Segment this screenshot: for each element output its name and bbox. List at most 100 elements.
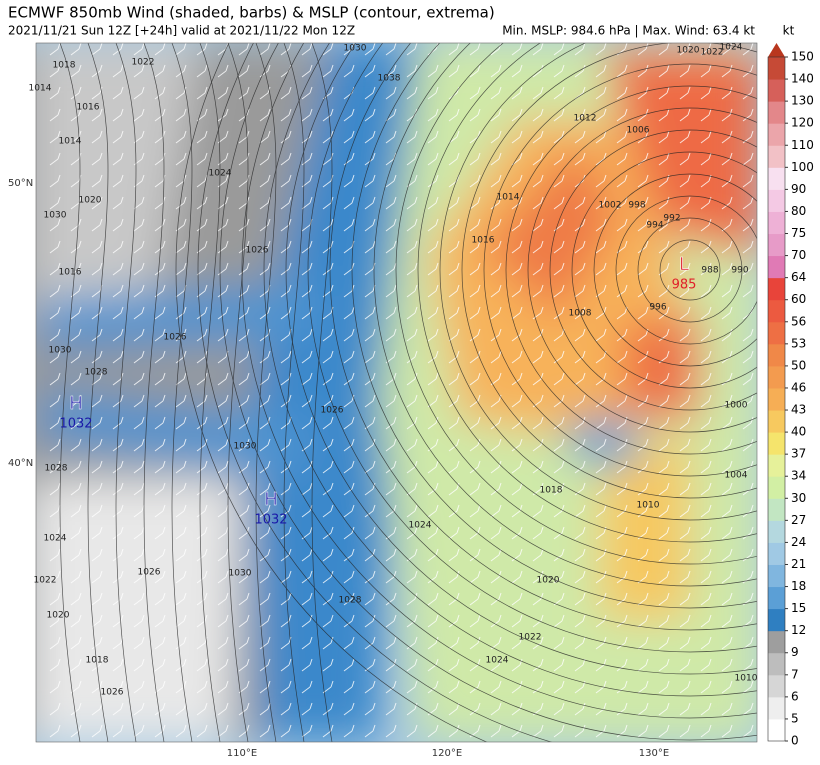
wind-barb (490, 130, 502, 144)
wind-barb (406, 438, 418, 452)
wind-barb (553, 262, 565, 276)
contour-label: 1024 (486, 656, 509, 666)
wind-barb (385, 394, 397, 408)
wind-barb (490, 108, 502, 122)
wind-barb (700, 416, 712, 430)
wind-barb (133, 372, 145, 386)
wind-barb (217, 438, 229, 452)
wind-barb (679, 174, 691, 188)
wind-barb (616, 130, 628, 144)
colorbar-segment (768, 410, 785, 433)
wind-barb (616, 152, 628, 166)
wind-barb (70, 328, 82, 342)
wind-barb (448, 43, 460, 56)
wind-barb (574, 504, 586, 518)
wind-barb (700, 482, 712, 496)
wind-barb (112, 174, 124, 188)
wind-barb (133, 174, 145, 188)
wind-barb (427, 548, 439, 562)
wind-barb (532, 43, 544, 56)
wind-barb (679, 284, 691, 298)
wind-barb (721, 284, 733, 298)
wind-barb (385, 43, 397, 56)
wind-barb (112, 592, 124, 606)
wind-barb (679, 64, 691, 78)
wind-barb (112, 350, 124, 364)
wind-barb (469, 262, 481, 276)
wind-barb (364, 526, 376, 540)
wind-barb (112, 328, 124, 342)
wind-barb (238, 262, 250, 276)
isobar (417, 43, 757, 543)
wind-barb (49, 614, 61, 628)
wind-barb (112, 570, 124, 584)
wind-barb (406, 86, 418, 100)
wind-barb (217, 482, 229, 496)
wind-barb (70, 372, 82, 386)
contour-label: 1020 (79, 196, 102, 206)
wind-barb (112, 152, 124, 166)
wind-barb (133, 64, 145, 78)
wind-barb (301, 526, 313, 540)
wind-barb (574, 152, 586, 166)
wind-barb (595, 262, 607, 276)
wind-barb (385, 680, 397, 694)
wind-barb (385, 240, 397, 254)
wind-barb (343, 218, 355, 232)
wind-barb (70, 548, 82, 562)
wind-barb (70, 108, 82, 122)
contour-label: 992 (663, 214, 680, 224)
wind-barb (91, 152, 103, 166)
wind-barb (658, 174, 670, 188)
wind-barb (721, 306, 733, 320)
colorbar-unit: kt (783, 24, 795, 38)
wind-barb (154, 614, 166, 628)
wind-barb (658, 130, 670, 144)
wind-barb (616, 372, 628, 386)
wind-barb (700, 328, 712, 342)
colorbar-label: 40 (791, 425, 806, 439)
contour-label: 998 (628, 201, 645, 211)
wind-barb (343, 658, 355, 672)
wind-barb (196, 196, 208, 210)
wind-barb (658, 504, 670, 518)
wind-barb (658, 328, 670, 342)
colorbar-label: 75 (791, 226, 806, 240)
wind-barb (91, 724, 103, 738)
wind-barb (259, 592, 271, 606)
wind-barb (679, 416, 691, 430)
wind-barb (217, 592, 229, 606)
wind-barb (490, 504, 502, 518)
wind-barb (154, 548, 166, 562)
colorbar-label: 110 (791, 138, 814, 152)
wind-barb (154, 526, 166, 540)
wind-barb (532, 460, 544, 474)
wind-barb (91, 548, 103, 562)
wind-barb (91, 570, 103, 584)
wind-barb (700, 680, 712, 694)
wind-barb (217, 636, 229, 650)
colorbar-segment (768, 299, 785, 323)
wind-barb (595, 43, 607, 56)
wind-barb (133, 240, 145, 254)
wind-barb (196, 152, 208, 166)
wind-barb (91, 460, 103, 474)
wind-barb (616, 702, 628, 716)
contour-label: 990 (731, 266, 748, 276)
wind-barb (154, 240, 166, 254)
wind-barb (700, 570, 712, 584)
wind-barb (301, 372, 313, 386)
wind-barb (385, 614, 397, 628)
wind-barb (553, 43, 565, 56)
wind-barb (511, 108, 523, 122)
contour-label: 1012 (574, 114, 597, 124)
wind-barb (133, 262, 145, 276)
wind-barb (70, 592, 82, 606)
wind-barb (385, 504, 397, 518)
wind-barb (175, 680, 187, 694)
wind-barb (637, 130, 649, 144)
wind-barb (616, 416, 628, 430)
colorbar-label: 21 (791, 557, 806, 571)
extremum-value: 1032 (59, 417, 92, 432)
